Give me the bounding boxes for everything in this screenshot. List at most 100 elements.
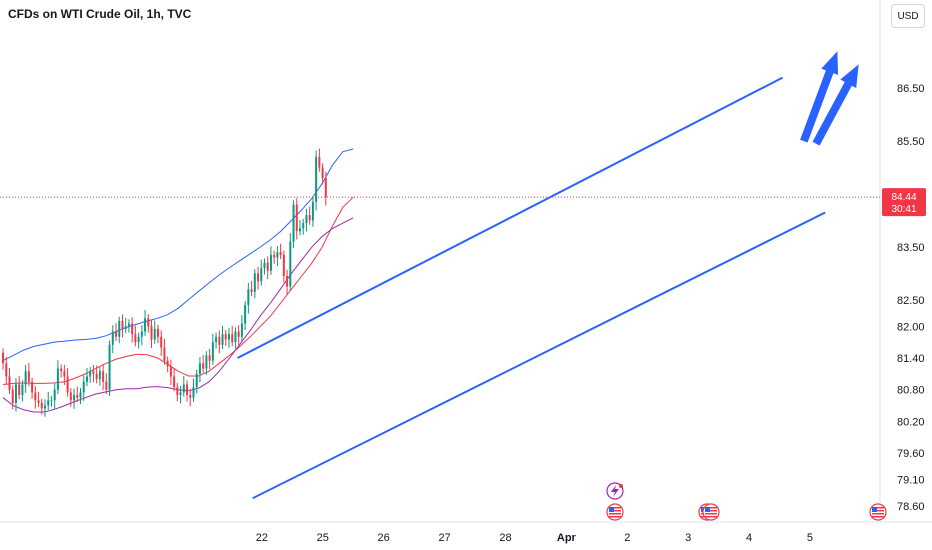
time-axis[interactable]: 22 25 26 27 28 Apr 2 3 4 5 — [0, 521, 932, 544]
candle — [215, 332, 218, 349]
candle-body — [260, 268, 263, 282]
candle — [160, 330, 163, 356]
price-axis[interactable]: 86.50 85.50 83.50 82.50 82.00 81.40 80.80 80.20… — [879, 0, 925, 522]
candle — [208, 349, 211, 370]
event-icons[interactable] — [606, 482, 887, 521]
candle-body — [8, 376, 11, 390]
candle — [69, 388, 72, 407]
candle-body — [179, 392, 182, 396]
candle-body — [60, 368, 63, 372]
candle — [163, 338, 166, 365]
candle-body — [53, 389, 56, 401]
candle-body — [211, 342, 214, 361]
drawings[interactable] — [237, 51, 859, 500]
x-tick-label: 3 — [685, 532, 691, 544]
candle — [63, 364, 66, 385]
candle-body — [76, 395, 79, 398]
flag-stripe — [872, 507, 884, 509]
y-tick-label: 85.50 — [897, 136, 925, 148]
candle — [34, 386, 37, 409]
candle-body — [237, 331, 240, 337]
candle — [279, 243, 282, 260]
candle-body — [95, 373, 98, 380]
candle — [27, 362, 30, 387]
candle-body — [234, 331, 237, 343]
candle-body — [218, 336, 221, 345]
candle — [169, 359, 172, 385]
y-tick-label: 79.60 — [897, 448, 925, 460]
candle — [253, 269, 256, 299]
candle-body — [85, 376, 88, 382]
us-flag-icon — [606, 503, 624, 521]
candle — [66, 368, 69, 397]
candle-body — [311, 201, 314, 221]
y-tick-label: 81.40 — [897, 353, 925, 365]
candle-body — [118, 320, 121, 337]
arrow-up-icon — [812, 64, 859, 146]
candle-body — [115, 331, 118, 337]
candle-body — [153, 328, 156, 340]
candle-body — [11, 389, 14, 403]
candle-body — [40, 402, 43, 409]
candle — [231, 325, 234, 347]
candle-body — [5, 363, 8, 377]
candle-body — [289, 241, 292, 287]
candle — [21, 380, 24, 402]
candle — [44, 399, 47, 417]
candle-body — [124, 326, 127, 329]
chart-title: CFDs on WTI Crude Oil, 1h, TVC — [8, 7, 192, 21]
candle-body — [37, 400, 40, 403]
candle — [147, 314, 150, 333]
bollinger-bands — [2, 148, 354, 413]
upper-band-line — [2, 148, 354, 362]
y-tick-label: 82.00 — [897, 321, 925, 333]
candle — [60, 364, 63, 378]
candle — [56, 360, 59, 394]
candle-body — [50, 400, 53, 402]
candle — [179, 386, 182, 404]
candle — [89, 366, 92, 383]
flag-stripe — [872, 510, 884, 512]
candle — [321, 163, 324, 185]
candle — [47, 391, 50, 410]
candle-body — [257, 273, 260, 282]
candle — [247, 282, 250, 314]
flag-canton — [872, 507, 877, 512]
candle — [295, 198, 298, 240]
candle-body — [140, 331, 143, 337]
candle — [257, 267, 260, 290]
candle-body — [250, 289, 253, 292]
candle-body — [92, 371, 95, 374]
flag-stripe — [609, 516, 621, 518]
candle-body — [286, 276, 289, 287]
candle-body — [244, 305, 247, 324]
x-tick-label: 26 — [378, 532, 390, 544]
us-flag-icon — [702, 503, 720, 521]
candle — [205, 351, 208, 375]
candle — [227, 327, 230, 348]
candle-body — [231, 334, 234, 343]
candle-body — [150, 326, 153, 340]
candle — [5, 356, 8, 385]
candle-body — [160, 336, 163, 348]
candle-body — [198, 363, 201, 374]
candle — [173, 368, 176, 392]
x-tick-label: Apr — [557, 532, 577, 544]
currency-button[interactable]: USD — [891, 4, 925, 28]
flag-stripe — [609, 510, 621, 512]
candle-body — [276, 252, 279, 258]
y-tick-label: 80.20 — [897, 416, 925, 428]
candle-body — [163, 347, 166, 361]
candle-body — [224, 334, 227, 340]
candle-body — [156, 328, 159, 337]
candle-body — [305, 215, 308, 224]
current-price-value: 84.44 — [891, 192, 916, 203]
candle — [318, 148, 321, 172]
candle — [53, 383, 56, 409]
candle — [192, 378, 195, 402]
candle-body — [321, 167, 324, 179]
candle — [82, 375, 85, 401]
candle-body — [266, 262, 269, 271]
